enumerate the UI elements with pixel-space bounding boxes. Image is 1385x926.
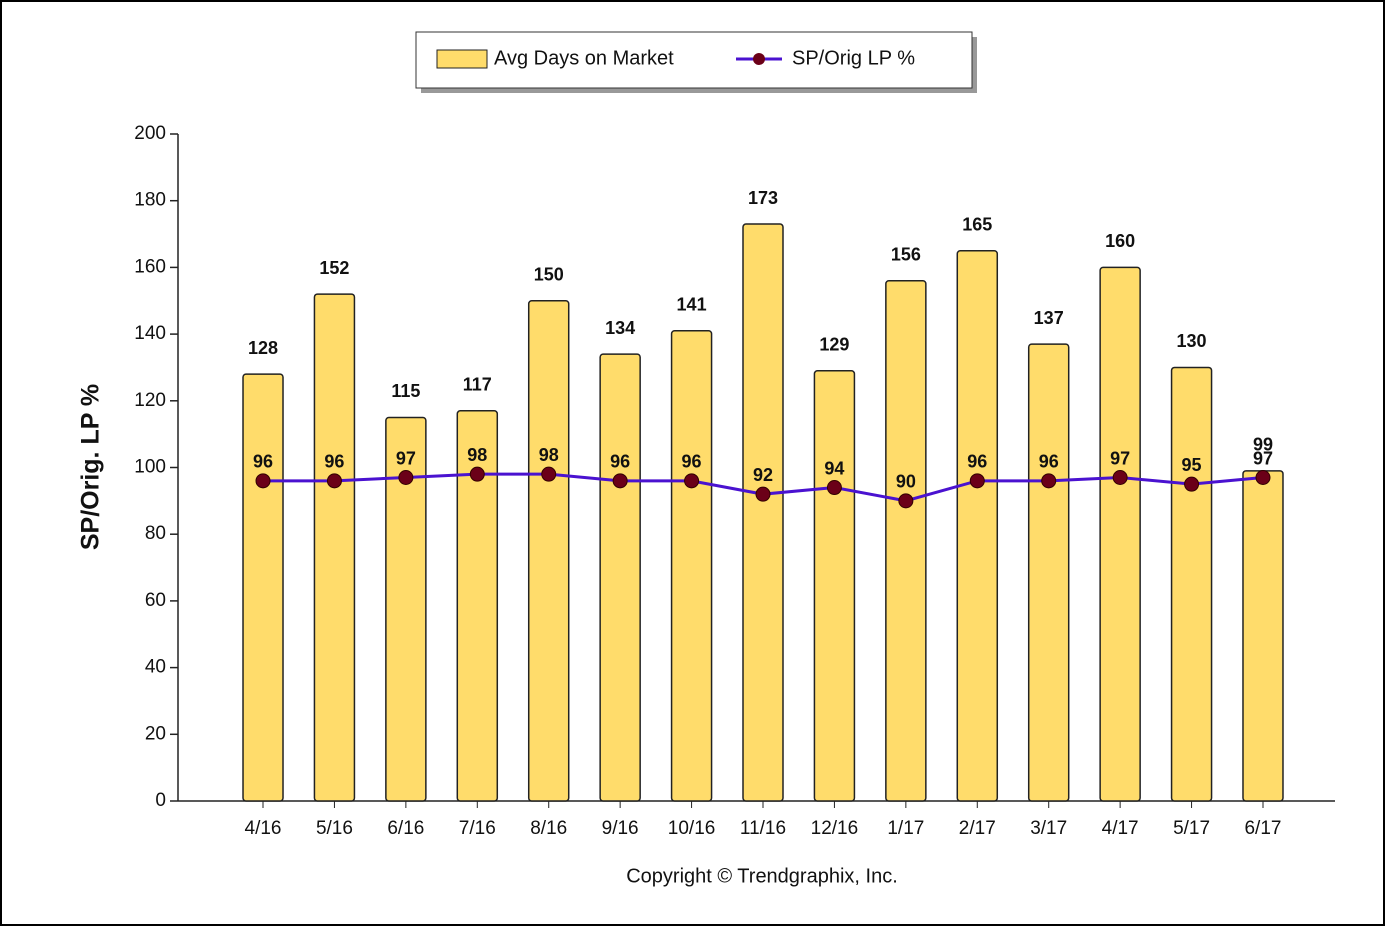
bar-value-label: 129 xyxy=(819,335,849,355)
x-tick-label: 6/17 xyxy=(1244,818,1281,839)
x-tick-label: 6/16 xyxy=(387,818,424,839)
line-value-label: 96 xyxy=(682,452,702,472)
bar-value-label: 99 xyxy=(1253,435,1273,455)
legend-label: Avg Days on Market xyxy=(494,47,674,69)
x-tick-label: 4/16 xyxy=(245,818,282,839)
bar xyxy=(599,353,641,802)
bar xyxy=(313,293,356,802)
line-value-label: 98 xyxy=(539,445,559,465)
legend-label: SP/Orig LP % xyxy=(792,47,915,69)
line-marker xyxy=(1112,470,1128,486)
bar xyxy=(385,416,427,802)
x-tick-label: 4/17 xyxy=(1102,818,1139,839)
bar xyxy=(670,330,713,802)
bar-value-label: 134 xyxy=(605,318,635,338)
y-tick-label: 140 xyxy=(134,323,166,344)
y-tick-label: 0 xyxy=(155,790,166,811)
bar xyxy=(1027,343,1070,802)
line-value-label: 92 xyxy=(753,465,773,485)
line-marker xyxy=(398,470,414,486)
line-marker xyxy=(255,473,271,489)
line-marker xyxy=(969,473,985,489)
bar-value-label: 173 xyxy=(748,188,778,208)
y-tick-label: 60 xyxy=(145,590,166,611)
y-tick-label: 120 xyxy=(134,390,166,411)
y-tick-label: 40 xyxy=(145,657,166,678)
bar-value-label: 150 xyxy=(534,265,564,285)
line-marker xyxy=(684,473,700,489)
y-tick-label: 100 xyxy=(134,457,166,478)
bar-value-label: 156 xyxy=(891,244,921,264)
x-tick-label: 11/16 xyxy=(740,818,786,839)
bar-value-label: 115 xyxy=(391,381,420,401)
y-tick-label: 20 xyxy=(145,723,166,744)
x-tick-label: 1/17 xyxy=(887,818,924,839)
line-marker xyxy=(469,466,485,482)
line-marker xyxy=(1184,476,1200,492)
line-value-label: 90 xyxy=(896,472,916,492)
line-marker xyxy=(826,480,842,496)
bar-value-label: 128 xyxy=(248,338,278,358)
line-marker xyxy=(541,466,557,482)
bar-value-label: 130 xyxy=(1177,331,1207,351)
y-tick-label: 200 xyxy=(134,123,166,144)
y-tick-label: 180 xyxy=(134,190,166,211)
bar-value-label: 117 xyxy=(463,375,492,395)
x-tick-label: 10/16 xyxy=(668,818,716,839)
line-marker xyxy=(326,473,342,489)
y-tick-label: 80 xyxy=(145,523,166,544)
bar-value-label: 141 xyxy=(677,295,707,315)
bar xyxy=(1170,366,1213,802)
legend-swatch xyxy=(753,53,765,65)
line-value-label: 94 xyxy=(824,458,844,478)
line-marker xyxy=(898,493,914,509)
bar xyxy=(813,370,856,802)
line-value-label: 98 xyxy=(467,445,487,465)
x-tick-label: 5/16 xyxy=(316,818,353,839)
x-tick-label: 9/16 xyxy=(602,818,639,839)
copyright: Copyright © Trendgraphix, Inc. xyxy=(626,865,898,887)
x-tick-label: 2/17 xyxy=(959,818,996,839)
x-tick-label: 5/17 xyxy=(1173,818,1210,839)
legend xyxy=(415,31,973,89)
legend-swatch xyxy=(436,49,488,69)
line-marker xyxy=(1255,470,1271,486)
x-tick-label: 8/16 xyxy=(530,818,567,839)
x-tick-label: 12/16 xyxy=(811,818,859,839)
bar xyxy=(885,279,927,802)
bar xyxy=(1099,266,1141,802)
line-value-label: 97 xyxy=(1110,448,1130,468)
bar xyxy=(456,410,499,802)
bar-value-label: 165 xyxy=(962,214,992,234)
line-value-label: 96 xyxy=(253,452,273,472)
bar xyxy=(242,373,284,802)
line-value-label: 96 xyxy=(610,452,630,472)
line-value-label: 96 xyxy=(1039,452,1059,472)
x-tick-label: 7/16 xyxy=(459,818,496,839)
line-value-label: 95 xyxy=(1182,455,1202,475)
line-value-label: 97 xyxy=(396,448,416,468)
y-axis-label: SP/Orig. LP % xyxy=(77,384,105,550)
line-marker xyxy=(1041,473,1057,489)
line-value-label: 96 xyxy=(967,452,987,472)
line-value-label: 97 xyxy=(1253,448,1273,468)
bar xyxy=(527,300,570,802)
bar xyxy=(742,223,784,802)
line-marker xyxy=(612,473,628,489)
y-tick-label: 160 xyxy=(134,256,166,277)
x-tick-label: 3/17 xyxy=(1030,818,1067,839)
bar-value-label: 160 xyxy=(1105,231,1135,251)
bar-value-label: 137 xyxy=(1034,308,1064,328)
line-value-label: 96 xyxy=(324,452,344,472)
bar-value-label: 152 xyxy=(319,258,349,278)
bar xyxy=(956,249,999,802)
line-marker xyxy=(755,486,771,502)
bar xyxy=(1242,470,1284,802)
